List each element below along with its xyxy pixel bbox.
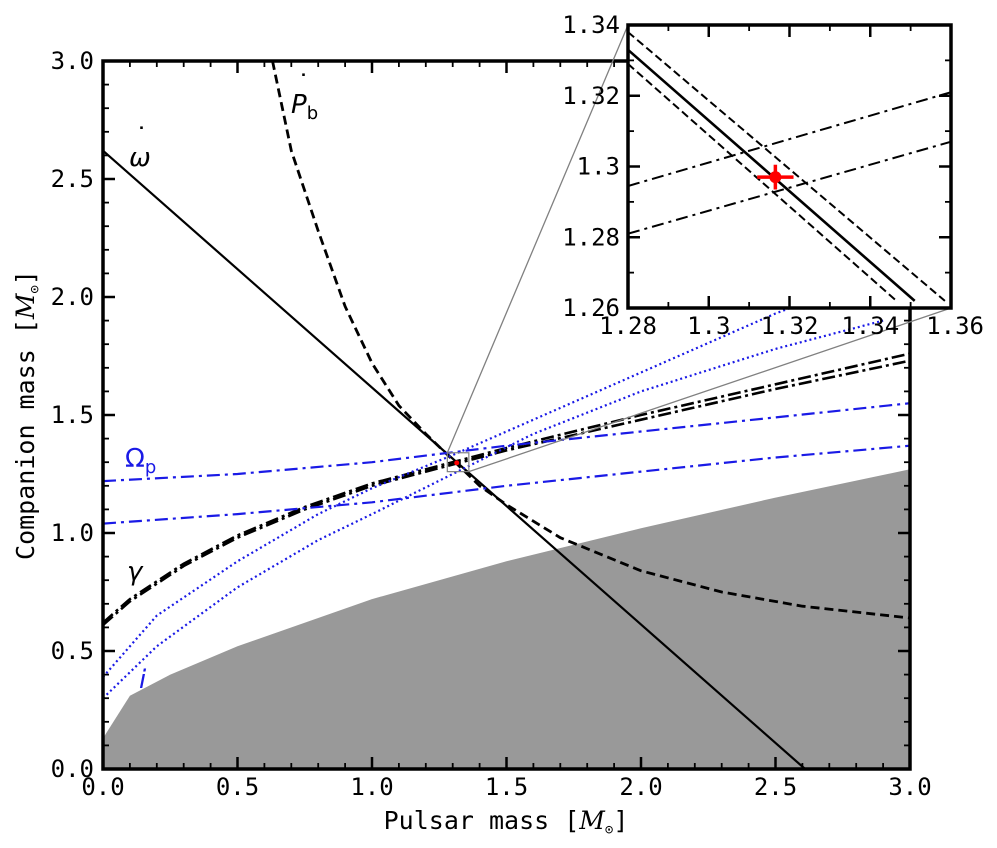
omega-dot-label: ω	[129, 143, 151, 173]
y-tick-label: 1.0	[51, 519, 94, 547]
x-tick-label: 0.0	[81, 773, 124, 801]
inset-x-tick-label: 1.32	[761, 312, 819, 340]
inset-x-tick-label: 1.36	[926, 312, 984, 340]
x-tick-label: 3.0	[888, 773, 931, 801]
y-axis-title: Companion mass [M⊙]	[11, 270, 43, 560]
mass-estimate-marker	[454, 460, 460, 466]
inset-y-tick-label: 1.32	[562, 82, 620, 110]
pb-dot-curve	[271, 61, 910, 620]
y-tick-label: 0.0	[51, 755, 94, 783]
pb-dot-label-accent: ˙	[297, 70, 310, 100]
gamma-curve-upper	[103, 359, 910, 626]
inset-y-tick-label: 1.34	[562, 11, 620, 39]
x-tick-label: 1.5	[485, 773, 528, 801]
x-tick-label: 1.0	[350, 773, 393, 801]
inset-y-tick-label: 1.28	[562, 223, 620, 251]
inset-x-tick-label: 1.3	[687, 312, 730, 340]
zoom-box	[446, 452, 470, 473]
zoom-connector-top	[446, 24, 629, 454]
omega-dot-label-accent: ˙	[135, 123, 148, 153]
inclination-curve-upper	[103, 272, 884, 678]
inset-y-tick-label: 1.26	[562, 294, 620, 322]
x-axis-title: Pulsar mass [M⊙]	[384, 806, 629, 838]
pb-dot-label: Pb	[291, 90, 318, 124]
zoom-connector-bottom	[468, 307, 952, 473]
omega-dot-line	[103, 149, 806, 769]
y-tick-label: 1.5	[51, 401, 94, 429]
inset-mass-estimate-marker	[769, 171, 782, 184]
x-tick-label: 2.0	[619, 773, 662, 801]
inset-x-tick-label: 1.34	[841, 312, 899, 340]
y-tick-label: 3.0	[51, 47, 94, 75]
y-tick-label: 0.5	[51, 637, 94, 665]
x-tick-label: 0.5	[216, 773, 259, 801]
omega-p-curve-lower	[103, 444, 910, 525]
y-tick-label: 2.5	[51, 165, 94, 193]
gamma-curve-lower	[103, 352, 910, 624]
x-tick-label: 2.5	[754, 773, 797, 801]
omega-p-curve-upper	[103, 402, 910, 483]
inset-pb-dot-upper	[628, 31, 946, 302]
inset-x-tick-label: 1.28	[599, 312, 657, 340]
inset-y-tick-label: 1.3	[577, 153, 620, 181]
y-tick-label: 2.0	[51, 283, 94, 311]
inset-gamma-upper	[628, 91, 951, 187]
inclination-label: i	[139, 665, 147, 695]
inset-gamma-lower	[628, 140, 951, 235]
gamma-label: γ	[127, 557, 144, 587]
excluded-region	[103, 469, 910, 769]
